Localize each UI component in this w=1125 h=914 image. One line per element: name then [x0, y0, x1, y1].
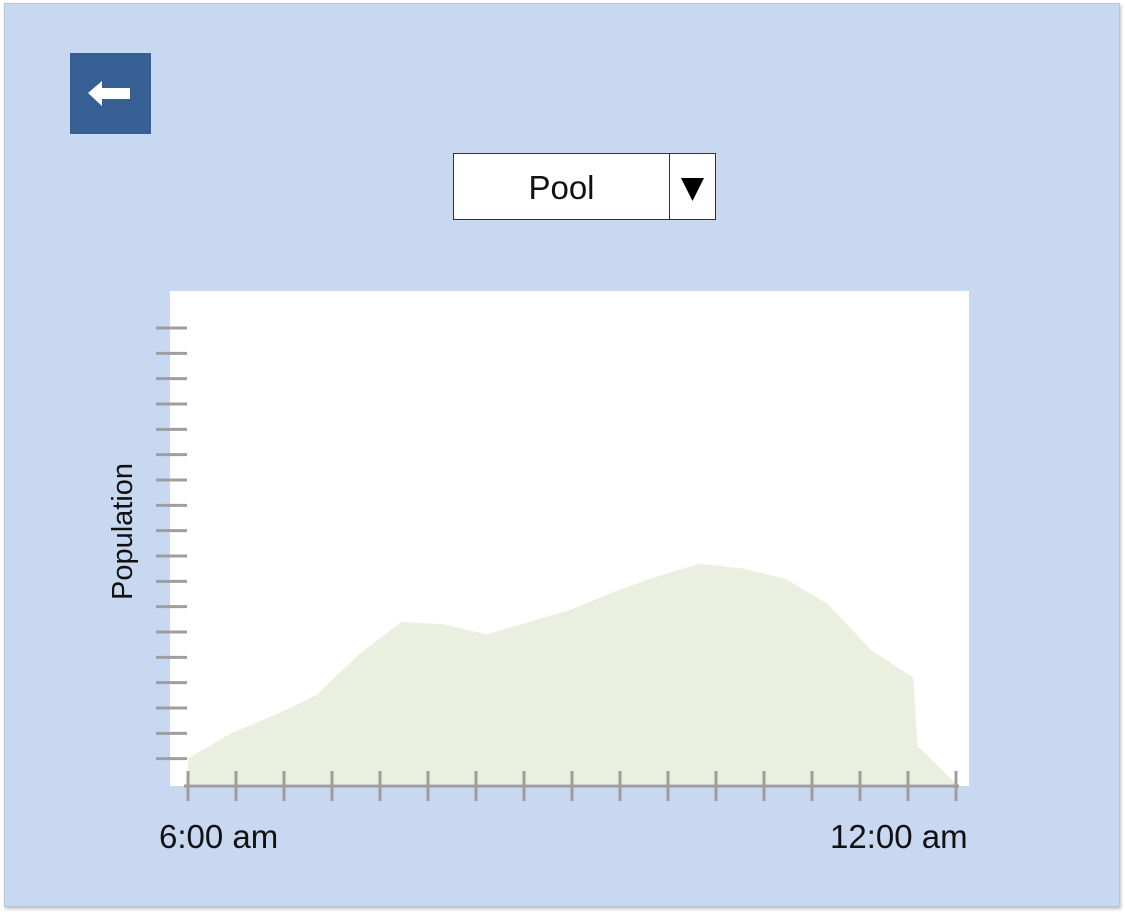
x-tick-label-end: 12:00 am — [830, 818, 968, 855]
select-divider — [669, 154, 670, 219]
location-select-value: Pool — [528, 169, 595, 206]
select-arrow-button[interactable] — [670, 154, 715, 219]
triangle-down-icon — [681, 178, 704, 201]
app-screen: Pool Population 6:00 am 12:00 am — [4, 3, 1120, 907]
x-tick-label-start: 6:00 am — [159, 818, 279, 855]
population-area-series — [188, 563, 956, 784]
population-chart — [156, 291, 969, 801]
location-select[interactable]: Pool — [453, 153, 716, 220]
back-button[interactable] — [70, 53, 151, 134]
y-axis-label: Population — [107, 462, 139, 600]
arrow-left-icon — [88, 81, 130, 106]
